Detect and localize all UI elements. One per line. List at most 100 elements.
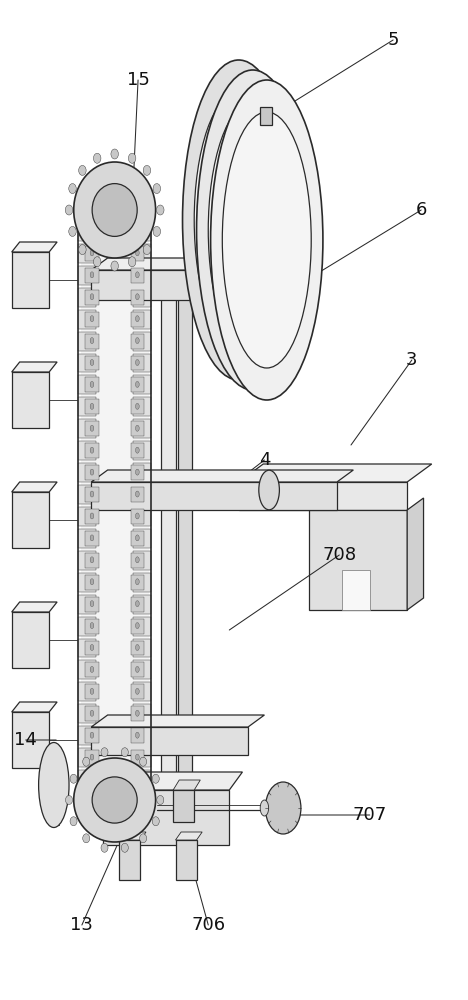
Polygon shape (131, 575, 144, 590)
Polygon shape (131, 684, 144, 699)
Ellipse shape (136, 601, 139, 607)
Polygon shape (86, 575, 99, 590)
Polygon shape (239, 464, 432, 482)
Polygon shape (78, 332, 96, 351)
Polygon shape (78, 244, 96, 263)
Polygon shape (309, 510, 407, 610)
Ellipse shape (94, 153, 101, 163)
Polygon shape (407, 498, 424, 610)
Ellipse shape (136, 316, 139, 322)
Polygon shape (86, 399, 99, 414)
Ellipse shape (38, 742, 69, 828)
Ellipse shape (136, 513, 139, 519)
Polygon shape (133, 485, 151, 504)
Ellipse shape (153, 184, 161, 194)
Ellipse shape (74, 758, 155, 842)
FancyBboxPatch shape (51, 745, 59, 825)
Text: 6: 6 (416, 201, 427, 219)
Polygon shape (133, 748, 151, 767)
Ellipse shape (211, 80, 323, 400)
Ellipse shape (90, 272, 94, 278)
Polygon shape (131, 750, 144, 765)
Polygon shape (78, 463, 96, 482)
Ellipse shape (197, 70, 309, 390)
Ellipse shape (136, 557, 139, 563)
Ellipse shape (74, 162, 155, 258)
Polygon shape (12, 362, 57, 372)
Polygon shape (86, 531, 99, 546)
Ellipse shape (194, 92, 283, 348)
Text: 4: 4 (259, 451, 270, 469)
Polygon shape (78, 551, 96, 570)
Polygon shape (78, 529, 96, 548)
Polygon shape (12, 372, 49, 428)
Polygon shape (131, 290, 144, 305)
Ellipse shape (92, 777, 137, 823)
Polygon shape (12, 242, 57, 252)
Polygon shape (78, 748, 96, 767)
Ellipse shape (136, 338, 139, 344)
Ellipse shape (136, 535, 139, 541)
Ellipse shape (90, 666, 94, 672)
Ellipse shape (153, 226, 161, 236)
Polygon shape (12, 612, 49, 668)
Polygon shape (86, 377, 99, 392)
Ellipse shape (136, 250, 139, 256)
Text: 706: 706 (191, 916, 225, 934)
Ellipse shape (136, 359, 139, 365)
Polygon shape (86, 246, 99, 261)
Polygon shape (78, 595, 96, 614)
Polygon shape (78, 266, 96, 285)
Ellipse shape (90, 447, 94, 453)
Polygon shape (119, 840, 140, 880)
Polygon shape (131, 772, 144, 787)
Polygon shape (133, 288, 151, 307)
Polygon shape (78, 639, 96, 657)
Ellipse shape (92, 184, 137, 236)
Polygon shape (78, 660, 96, 679)
Polygon shape (86, 619, 99, 634)
Ellipse shape (90, 644, 94, 650)
Polygon shape (86, 290, 99, 305)
Text: 15: 15 (127, 71, 149, 89)
Ellipse shape (90, 579, 94, 585)
Polygon shape (176, 832, 202, 840)
Polygon shape (133, 419, 151, 438)
Ellipse shape (90, 338, 94, 344)
Polygon shape (133, 529, 151, 548)
Bar (260, 107, 272, 125)
Ellipse shape (259, 470, 279, 510)
Polygon shape (131, 246, 144, 261)
Text: 708: 708 (322, 546, 356, 564)
Ellipse shape (128, 153, 136, 163)
Ellipse shape (208, 102, 297, 358)
Ellipse shape (139, 757, 146, 766)
Polygon shape (86, 772, 99, 787)
Polygon shape (78, 573, 96, 592)
Ellipse shape (90, 776, 94, 782)
Polygon shape (78, 726, 96, 745)
Polygon shape (86, 312, 99, 327)
Ellipse shape (69, 184, 76, 194)
Polygon shape (176, 840, 197, 880)
Polygon shape (342, 570, 370, 610)
Ellipse shape (83, 834, 90, 843)
Polygon shape (86, 706, 99, 721)
Ellipse shape (90, 535, 94, 541)
Ellipse shape (139, 834, 146, 843)
Ellipse shape (136, 579, 139, 585)
Ellipse shape (90, 623, 94, 629)
Ellipse shape (111, 261, 118, 271)
Polygon shape (78, 682, 96, 701)
Polygon shape (161, 268, 192, 280)
Ellipse shape (94, 257, 101, 267)
Polygon shape (173, 780, 200, 790)
Polygon shape (131, 641, 144, 655)
Polygon shape (12, 252, 49, 308)
Ellipse shape (90, 381, 94, 387)
Ellipse shape (90, 316, 94, 322)
Polygon shape (133, 441, 151, 460)
Polygon shape (78, 397, 96, 416)
Polygon shape (78, 288, 96, 307)
Polygon shape (103, 772, 242, 790)
